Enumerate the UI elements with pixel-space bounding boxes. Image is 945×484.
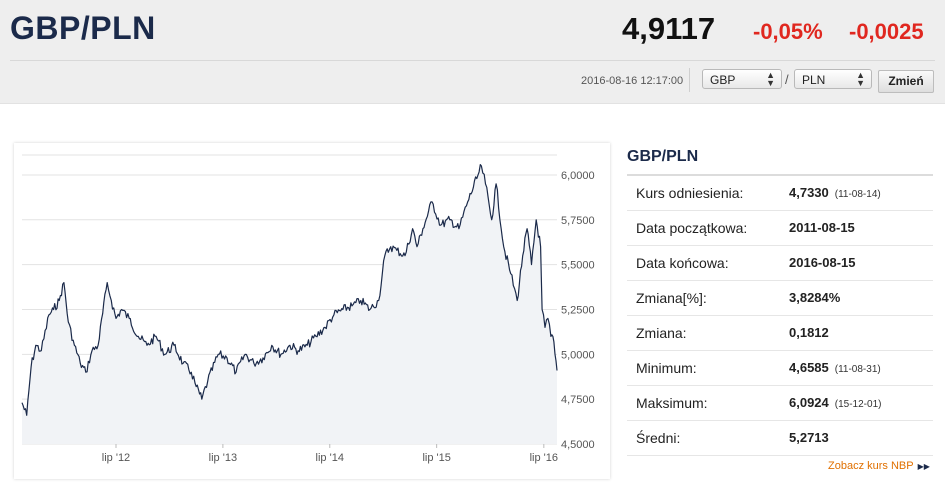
- stat-label: Data końcowa:: [636, 255, 729, 271]
- stat-row-average: Średni: 5,2713: [627, 421, 933, 456]
- stat-label: Minimum:: [636, 360, 697, 376]
- stat-row-change-percent: Zmiana[%]: 3,8284%: [627, 281, 933, 316]
- stat-value: 3,8284%: [789, 290, 841, 305]
- select-arrows-icon: ▲ ▼: [766, 70, 775, 88]
- currency-separator: /: [785, 72, 789, 87]
- from-currency-value: GBP: [710, 73, 736, 87]
- stat-row-reference-rate: Kurs odniesienia: 4,7330 (11-08-14): [627, 176, 933, 211]
- header-divider: [10, 60, 935, 61]
- x-tick-label: lip '12: [102, 452, 130, 464]
- stat-row-change: Zmiana: 0,1812: [627, 316, 933, 351]
- y-tick-label: 5,5000: [561, 260, 595, 272]
- panel-divider: [627, 174, 933, 176]
- stat-row-end-date: Data końcowa: 2016-08-15: [627, 246, 933, 281]
- stat-row-start-date: Data początkowa: 2011-08-15: [627, 211, 933, 246]
- y-tick-label: 4,7500: [561, 394, 595, 406]
- x-tick-label: lip '14: [316, 452, 344, 464]
- stat-label: Data początkowa:: [636, 220, 748, 236]
- stat-value: 4,6585 (11-08-31): [789, 360, 881, 375]
- nbp-rates-link[interactable]: Zobacz kurs NBP ▶▶: [828, 460, 930, 472]
- stat-value: 0,1812: [789, 325, 829, 340]
- to-currency-value: PLN: [802, 73, 826, 87]
- to-currency-select[interactable]: PLN ▲ ▼: [794, 69, 872, 89]
- y-tick-label: 4,5000: [561, 439, 595, 451]
- stat-value: 2016-08-15: [789, 255, 856, 270]
- page-title: GBP/PLN: [10, 10, 156, 46]
- x-tick-label: lip '13: [209, 452, 237, 464]
- change-button[interactable]: Zmień: [878, 70, 934, 93]
- select-arrows-icon: ▲ ▼: [856, 70, 865, 88]
- nbp-link-text: Zobacz kurs NBP: [828, 460, 914, 472]
- stat-label: Kurs odniesienia:: [636, 185, 744, 201]
- change-absolute: -0,0025: [849, 19, 924, 44]
- y-axis: 6,0000 5,7500 5,5000 5,2500 5,0000 4,7500 4,50…: [561, 170, 595, 451]
- price-chart: 6,0000 5,7500 5,5000 5,2500 5,0000 4,7500 4,50…: [21, 154, 595, 464]
- stat-label: Zmiana[%]:: [636, 290, 707, 306]
- rate-value: 4,9117: [622, 11, 716, 46]
- stat-label: Średni:: [636, 430, 681, 446]
- stat-row-minimum: Minimum: 4,6585 (11-08-31): [627, 351, 933, 386]
- timestamp: 2016-08-16 12:17:00: [581, 75, 684, 87]
- stat-value: 2011-08-15: [789, 220, 855, 235]
- stat-value: 6,0924 (15-12-01): [789, 395, 881, 410]
- stat-label: Maksimum:: [636, 395, 708, 411]
- stat-date: (11-08-31): [834, 364, 881, 375]
- stat-row-maximum: Maksimum: 6,0924 (15-12-01): [627, 386, 933, 421]
- y-tick-label: 6,0000: [561, 170, 595, 182]
- stat-date: (15-12-01): [834, 399, 882, 410]
- chart-series: [21, 164, 558, 444]
- x-tick-label: lip '16: [530, 452, 558, 464]
- y-tick-label: 5,2500: [561, 304, 595, 316]
- change-percent: -0,05%: [753, 19, 823, 44]
- series-line: [21, 164, 558, 416]
- chart-container: 6,0000 5,7500 5,5000 5,2500 5,0000 4,7500 4,50…: [14, 143, 610, 479]
- panel-title: GBP/PLN: [627, 148, 699, 165]
- stat-value-text: 6,0924: [789, 395, 829, 410]
- stat-label: Zmiana:: [636, 325, 687, 341]
- stat-value-text: 4,7330: [789, 185, 829, 200]
- from-currency-select[interactable]: GBP ▲ ▼: [702, 69, 782, 89]
- header-bar: GBP/PLN 4,9117 -0,05% -0,0025 2016-08-16…: [0, 0, 945, 104]
- stat-value: 4,7330 (11-08-14): [789, 185, 881, 200]
- stat-date: (11-08-14): [834, 189, 881, 200]
- vertical-divider: [689, 68, 690, 92]
- y-tick-label: 5,7500: [561, 215, 595, 227]
- x-tick-label: lip '15: [422, 452, 450, 464]
- x-axis: lip '12 lip '13 lip '14 lip '15 lip '16: [102, 444, 558, 464]
- double-chevron-right-icon: ▶▶: [917, 462, 930, 471]
- stat-value: 5,2713: [789, 430, 829, 445]
- series-area: [22, 164, 557, 444]
- stat-value-text: 4,6585: [789, 360, 829, 375]
- stats-table: Kurs odniesienia: 4,7330 (11-08-14) Data …: [627, 176, 933, 456]
- y-tick-label: 5,0000: [561, 349, 595, 361]
